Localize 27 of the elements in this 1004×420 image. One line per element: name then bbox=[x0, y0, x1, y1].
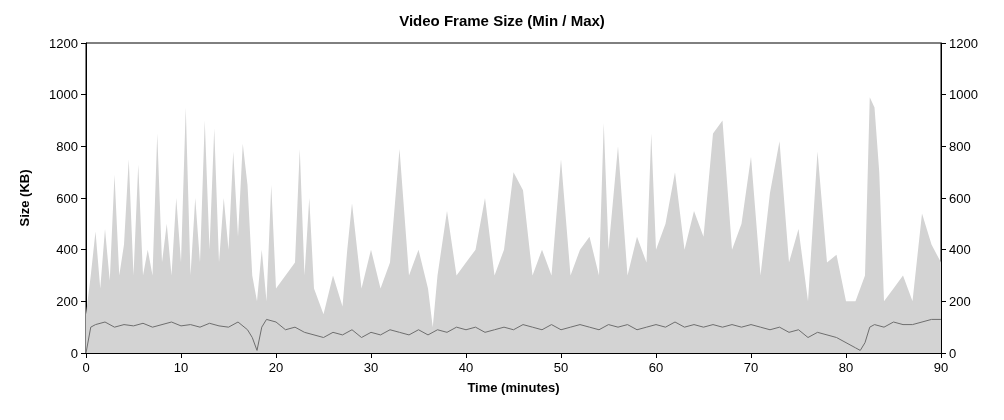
x-tick-label: 50 bbox=[553, 360, 569, 375]
x-tick-label: 90 bbox=[933, 360, 949, 375]
y-tick-label: 800 bbox=[56, 138, 78, 154]
y2-tick-label: 800 bbox=[949, 138, 971, 154]
chart-title: Video Frame Size (Min / Max) bbox=[399, 12, 605, 29]
x-tick-label: 80 bbox=[838, 360, 854, 375]
x-tick-label: 40 bbox=[458, 360, 474, 375]
y2-tick-label: 200 bbox=[949, 293, 971, 309]
y2-tick-label: 600 bbox=[949, 190, 971, 206]
y2-tick-label: 1000 bbox=[949, 87, 978, 103]
x-tick-label: 0 bbox=[82, 360, 90, 375]
y2-tick-label: 1200 bbox=[949, 35, 978, 51]
y2-tick-label: 0 bbox=[949, 345, 957, 361]
x-tick-label: 20 bbox=[268, 360, 284, 375]
y-tick-label: 400 bbox=[56, 242, 78, 258]
x-tick-label: 60 bbox=[648, 360, 664, 375]
x-tick-label: 70 bbox=[743, 360, 759, 375]
y-tick-label: 600 bbox=[56, 190, 78, 206]
y-axis-title: Size (KB) bbox=[17, 169, 32, 227]
y-tick-label: 1200 bbox=[49, 35, 78, 51]
y2-tick-label: 400 bbox=[949, 242, 971, 258]
y-tick-label: 200 bbox=[56, 293, 78, 309]
y-tick-label: 0 bbox=[70, 345, 78, 361]
x-tick-label: 10 bbox=[173, 360, 189, 375]
x-tick-label: 30 bbox=[363, 360, 379, 375]
x-axis-title: Time (minutes) bbox=[467, 380, 560, 395]
y-tick-label: 1000 bbox=[49, 87, 78, 103]
